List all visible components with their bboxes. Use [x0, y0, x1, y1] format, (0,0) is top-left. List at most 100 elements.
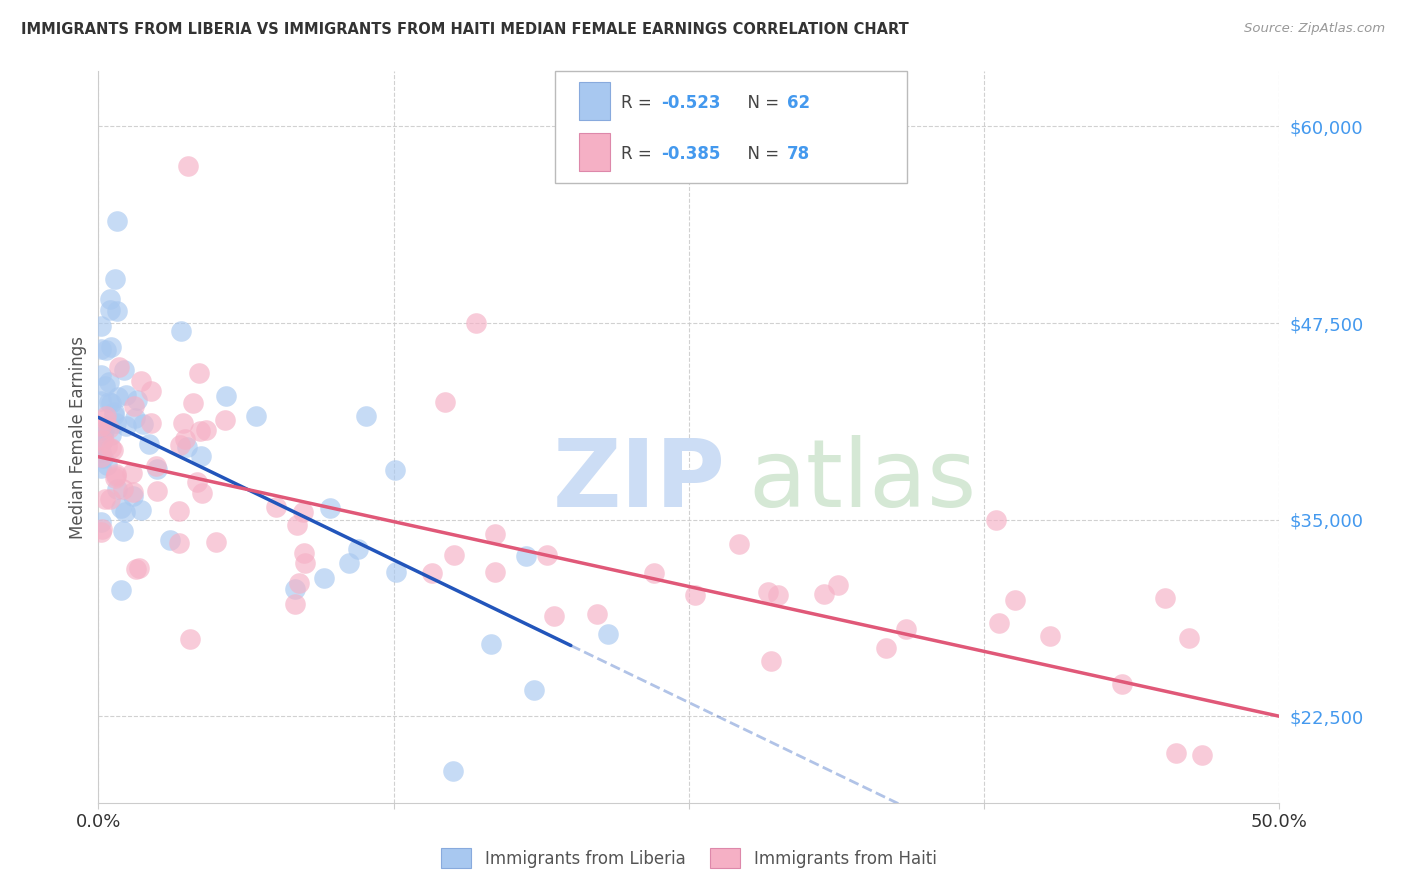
Point: [181, 396, 204, 410]
Point: [287, 518, 309, 533]
Point: [93, 425, 115, 439]
Point: [124, 411, 146, 425]
Text: 78: 78: [787, 145, 810, 163]
Point: [205, 535, 228, 549]
Point: [174, 432, 197, 446]
Point: [90, 445, 112, 459]
Text: IMMIGRANTS FROM LIBERIA VS IMMIGRANTS FROM HAITI MEDIAN FEMALE EARNINGS CORRELAT: IMMIGRANTS FROM LIBERIA VS IMMIGRANTS FR…: [21, 22, 908, 37]
Point: [98, 421, 121, 435]
Point: [756, 585, 779, 599]
Point: [319, 500, 342, 515]
Y-axis label: Median Female Earnings: Median Female Earnings: [69, 335, 87, 539]
Point: [112, 483, 135, 497]
Legend: Immigrants from Liberia, Immigrants from Haiti: Immigrants from Liberia, Immigrants from…: [434, 841, 943, 875]
Point: [384, 463, 406, 477]
Point: [292, 545, 315, 559]
Point: [139, 417, 162, 431]
Point: [110, 501, 132, 516]
Point: [314, 571, 336, 585]
Point: [90, 524, 112, 539]
Point: [96, 458, 118, 473]
Point: [291, 505, 314, 519]
Point: [245, 409, 267, 423]
Text: R =: R =: [621, 94, 658, 112]
Point: [170, 324, 193, 338]
Point: [354, 409, 377, 424]
Point: [125, 562, 148, 576]
Point: [484, 526, 506, 541]
Point: [90, 342, 112, 356]
Text: 62: 62: [787, 94, 810, 112]
Point: [195, 423, 218, 437]
Point: [596, 626, 619, 640]
Point: [543, 609, 565, 624]
Point: [515, 549, 537, 563]
Point: [110, 583, 132, 598]
Point: [96, 343, 118, 358]
Point: [103, 408, 125, 422]
Point: [761, 654, 783, 668]
Point: [294, 556, 316, 570]
Point: [90, 516, 112, 530]
Point: [337, 556, 360, 570]
Text: R =: R =: [621, 145, 658, 163]
Point: [114, 505, 136, 519]
Point: [127, 392, 149, 407]
Point: [94, 492, 117, 507]
Point: [138, 437, 160, 451]
Point: [90, 394, 112, 409]
Point: [172, 416, 194, 430]
Point: [1039, 629, 1062, 643]
Point: [94, 378, 117, 392]
Point: [129, 503, 152, 517]
Point: [190, 449, 212, 463]
Point: [114, 418, 136, 433]
Point: [104, 416, 127, 430]
Point: [90, 450, 112, 464]
Point: [1154, 591, 1177, 606]
Point: [122, 489, 145, 503]
Point: [1191, 748, 1213, 763]
Point: [284, 582, 307, 596]
Point: [384, 565, 406, 579]
Point: [90, 368, 112, 382]
Point: [683, 588, 706, 602]
Point: [169, 438, 191, 452]
Point: [104, 272, 127, 286]
Text: ZIP: ZIP: [553, 435, 725, 527]
Point: [988, 616, 1011, 631]
Point: [288, 576, 311, 591]
Point: [1166, 746, 1188, 760]
Point: [112, 363, 135, 377]
Point: [1111, 676, 1133, 690]
Point: [441, 764, 464, 779]
Point: [1004, 592, 1026, 607]
Point: [433, 395, 456, 409]
Point: [479, 637, 502, 651]
Point: [98, 293, 121, 307]
Point: [465, 316, 488, 330]
Point: [167, 504, 190, 518]
Point: [420, 566, 443, 581]
Point: [643, 566, 665, 580]
Point: [146, 484, 169, 499]
Point: [90, 461, 112, 475]
Point: [114, 388, 136, 402]
Point: [875, 640, 897, 655]
Point: [346, 541, 368, 556]
Point: [121, 484, 143, 499]
Point: [90, 318, 112, 333]
Point: [122, 400, 145, 414]
Text: atlas: atlas: [748, 435, 976, 527]
Point: [1178, 631, 1201, 645]
Point: [91, 433, 114, 447]
Point: [132, 417, 155, 431]
Point: [984, 513, 1007, 527]
Point: [145, 459, 167, 474]
Point: [91, 427, 114, 442]
Point: [98, 375, 121, 389]
Point: [827, 577, 849, 591]
Point: [214, 413, 236, 427]
Point: [105, 482, 128, 496]
Point: [111, 524, 134, 538]
